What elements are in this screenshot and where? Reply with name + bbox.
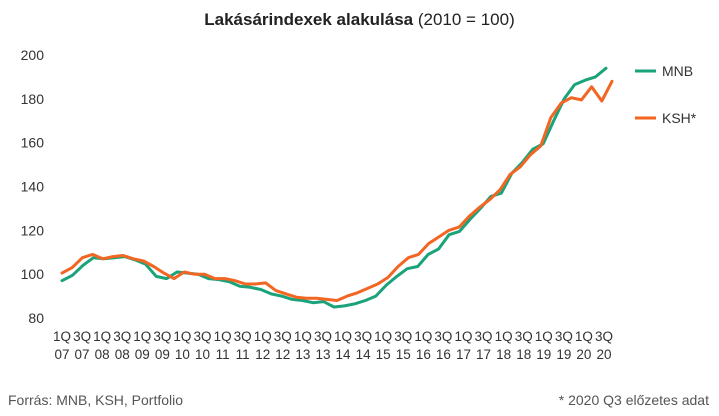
x-tick-year: 18	[496, 347, 511, 362]
chart-title-sub: (2010 = 100)	[417, 10, 515, 29]
plot-area	[60, 66, 614, 309]
x-tick-year: 10	[175, 347, 190, 362]
x-tick-quarter: 1Q	[334, 329, 352, 344]
source-note: Forrás: MNB, KSH, Portfolio	[8, 392, 184, 408]
x-tick-quarter: 1Q	[93, 329, 111, 344]
x-tick-quarter: 1Q	[294, 329, 312, 344]
chart-title: Lakásárindexek alakulása (2010 = 100)	[0, 10, 719, 30]
x-tick-quarter: 1Q	[214, 329, 232, 344]
x-tick-quarter: 3Q	[595, 329, 613, 344]
x-tick-quarter: 1Q	[535, 329, 553, 344]
x-tick-year: 13	[295, 347, 310, 362]
x-tick-quarter: 3Q	[153, 329, 171, 344]
x-tick-quarter: 1Q	[53, 329, 71, 344]
x-tick-quarter: 3Q	[113, 329, 131, 344]
series-line-ksh	[60, 79, 614, 302]
x-tick-year: 09	[135, 347, 150, 362]
x-tick-quarter: 3Q	[515, 329, 533, 344]
x-tick-year: 19	[536, 347, 551, 362]
chart-title-main: Lakásárindexek alakulása	[204, 10, 414, 29]
x-tick-year: 12	[275, 347, 290, 362]
x-tick-year: 19	[556, 347, 571, 362]
x-tick-quarter: 3Q	[73, 329, 91, 344]
y-axis: 80 100 120 140 160 180 200	[21, 47, 45, 326]
footnote: * 2020 Q3 előzetes adat	[558, 392, 709, 408]
x-tick-quarter: 1Q	[575, 329, 593, 344]
x-tick-year: 12	[255, 347, 270, 362]
x-tick-quarter: 1Q	[495, 329, 513, 344]
x-axis: 1Q073Q071Q083Q081Q093Q091Q103Q101Q113Q11…	[53, 329, 613, 362]
x-tick-year: 14	[356, 347, 372, 362]
x-tick-quarter: 1Q	[374, 329, 392, 344]
y-tick-label: 80	[28, 310, 44, 326]
x-tick-quarter: 3Q	[314, 329, 332, 344]
x-tick-year: 20	[576, 347, 591, 362]
x-tick-year: 07	[75, 347, 90, 362]
x-tick-quarter: 3Q	[234, 329, 252, 344]
x-tick-year: 13	[315, 347, 330, 362]
x-tick-year: 08	[95, 347, 110, 362]
y-tick-label: 120	[21, 222, 45, 238]
x-tick-year: 20	[596, 347, 611, 362]
x-tick-year: 18	[516, 347, 531, 362]
x-tick-quarter: 1Q	[254, 329, 272, 344]
x-tick-year: 15	[396, 347, 411, 362]
x-tick-year: 08	[115, 347, 130, 362]
x-tick-quarter: 3Q	[274, 329, 292, 344]
y-tick-label: 160	[21, 135, 45, 151]
y-tick-label: 100	[21, 266, 45, 282]
x-tick-year: 16	[416, 347, 431, 362]
x-tick-quarter: 1Q	[414, 329, 432, 344]
legend-label: MNB	[662, 63, 693, 79]
x-tick-year: 07	[54, 347, 69, 362]
x-tick-quarter: 3Q	[194, 329, 212, 344]
x-tick-year: 10	[195, 347, 210, 362]
x-tick-quarter: 3Q	[434, 329, 452, 344]
x-tick-year: 16	[436, 347, 451, 362]
x-tick-quarter: 3Q	[475, 329, 493, 344]
x-tick-quarter: 3Q	[354, 329, 372, 344]
x-tick-year: 14	[336, 347, 352, 362]
y-tick-label: 180	[21, 91, 45, 107]
x-tick-year: 11	[216, 347, 230, 362]
x-tick-quarter: 1Q	[133, 329, 151, 344]
x-tick-year: 17	[456, 347, 471, 362]
legend: MNB KSH*	[635, 63, 697, 126]
x-tick-year: 11	[236, 347, 250, 362]
legend-label: KSH*	[662, 110, 697, 126]
x-tick-quarter: 3Q	[394, 329, 412, 344]
x-tick-year: 15	[376, 347, 391, 362]
x-tick-quarter: 1Q	[173, 329, 191, 344]
x-tick-year: 09	[155, 347, 170, 362]
x-tick-quarter: 1Q	[454, 329, 472, 344]
y-tick-label: 140	[21, 179, 45, 195]
x-tick-year: 17	[476, 347, 491, 362]
x-tick-quarter: 3Q	[555, 329, 573, 344]
series-line-mnb	[60, 66, 608, 309]
y-tick-label: 200	[21, 47, 45, 63]
